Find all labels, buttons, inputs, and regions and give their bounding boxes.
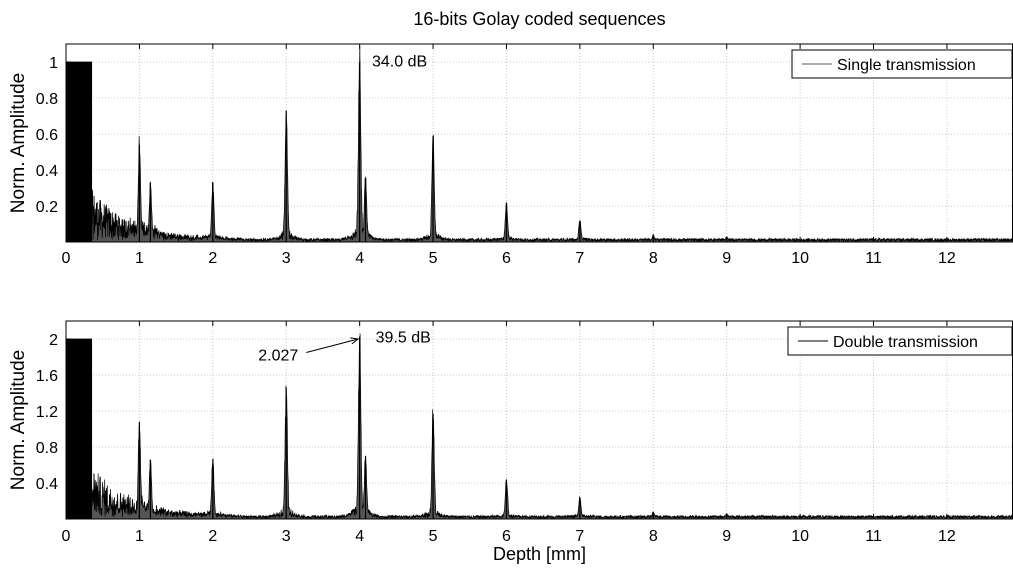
y-tick-label: 1 bbox=[49, 55, 58, 72]
x-tick-label: 3 bbox=[282, 250, 291, 267]
x-tick-label: 7 bbox=[575, 250, 584, 267]
y-axis-label: Norm. Amplitude bbox=[8, 73, 29, 213]
legend-label: Single transmission bbox=[837, 57, 976, 74]
y-tick-label: 2 bbox=[49, 332, 58, 349]
x-tick-label: 0 bbox=[62, 250, 71, 267]
y-tick-label: 0.6 bbox=[36, 127, 58, 144]
x-tick-label: 9 bbox=[722, 250, 731, 267]
x-tick-label: 6 bbox=[502, 250, 511, 267]
y-tick-label: 0.4 bbox=[36, 476, 58, 493]
x-tick-label: 8 bbox=[649, 528, 658, 545]
saturated-block bbox=[66, 62, 92, 242]
y-tick-label: 0.8 bbox=[36, 440, 58, 457]
x-tick-label: 12 bbox=[938, 528, 956, 545]
x-tick-label: 11 bbox=[865, 528, 882, 545]
x-tick-label: 4 bbox=[355, 250, 364, 267]
x-tick-label: 5 bbox=[429, 250, 438, 267]
x-axis-label: Depth [mm] bbox=[493, 544, 586, 564]
annotation-label: 39.5 dB bbox=[376, 330, 431, 347]
x-tick-label: 6 bbox=[502, 528, 511, 545]
x-tick-label: 12 bbox=[938, 250, 956, 267]
x-tick-label: 1 bbox=[135, 250, 144, 267]
y-tick-label: 0.2 bbox=[36, 199, 58, 216]
x-tick-label: 9 bbox=[722, 528, 731, 545]
annotation-label: 2.027 bbox=[258, 348, 298, 365]
x-tick-label: 2 bbox=[208, 250, 217, 267]
y-tick-label: 1.2 bbox=[36, 404, 58, 421]
x-tick-label: 1 bbox=[135, 528, 144, 545]
y-tick-label: 0.8 bbox=[36, 91, 58, 108]
annotation-label: 34.0 dB bbox=[372, 53, 427, 70]
x-tick-label: 7 bbox=[575, 528, 584, 545]
x-tick-label: 0 bbox=[62, 528, 71, 545]
x-tick-label: 11 bbox=[865, 250, 882, 267]
legend-label: Double transmission bbox=[833, 334, 978, 351]
chart-title: 16-bits Golay coded sequences bbox=[413, 9, 665, 29]
series-line bbox=[65, 333, 1013, 520]
x-tick-label: 5 bbox=[429, 528, 438, 545]
annotation-arrow bbox=[306, 338, 359, 353]
saturated-block bbox=[66, 339, 92, 519]
y-axis-label: Norm. Amplitude bbox=[8, 350, 29, 490]
x-tick-label: 8 bbox=[649, 250, 658, 267]
annotation-arrowhead bbox=[350, 337, 360, 345]
y-tick-label: 1.6 bbox=[36, 368, 58, 385]
legend: Single transmission bbox=[791, 49, 1013, 79]
y-tick-label: 0.4 bbox=[36, 163, 58, 180]
x-tick-label: 10 bbox=[791, 528, 809, 545]
x-tick-label: 4 bbox=[355, 528, 364, 545]
series-line bbox=[65, 46, 1013, 243]
legend: Double transmission bbox=[787, 326, 1013, 356]
x-tick-label: 10 bbox=[791, 250, 809, 267]
x-tick-label: 2 bbox=[208, 528, 217, 545]
x-tick-label: 3 bbox=[282, 528, 291, 545]
